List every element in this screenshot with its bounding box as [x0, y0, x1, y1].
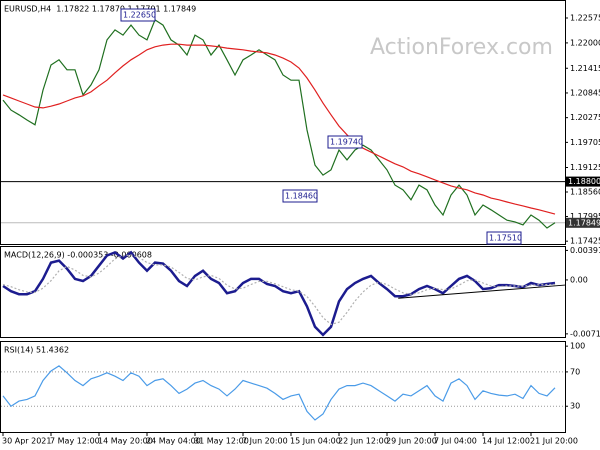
macd-pane — [0, 246, 566, 338]
x-tick-label: 24 May 04:00 — [146, 437, 201, 446]
y-tick-label: 30 — [570, 402, 580, 411]
x-tick-label: 7 May 12:00 — [50, 437, 100, 446]
trendline — [398, 284, 566, 299]
y-tick-label: 1.19705 — [570, 138, 600, 147]
y-tick-label: 0.00 — [570, 275, 588, 284]
y-tick-label: 1.19125 — [570, 163, 600, 172]
y-tick-label: 1.17425 — [570, 237, 600, 246]
watermark: ActionForex.com — [370, 35, 553, 60]
x-tick-label: 22 Jun 12:00 — [338, 437, 389, 446]
y-tick-label: 1.20845 — [570, 88, 600, 97]
y-tick-label: 100 — [570, 342, 585, 351]
y-tick-label: 1.20275 — [570, 113, 600, 122]
price-label-box — [566, 176, 600, 187]
x-tick-label: 30 Apr 2021 — [2, 437, 51, 446]
x-tick-label: 15 Jun 04:00 — [290, 437, 341, 446]
y-tick-label: 1.22575 — [570, 13, 600, 22]
y-tick-label: -0.007152 — [570, 329, 600, 338]
price-label: 1.17849 — [568, 218, 600, 227]
series-line — [2, 43, 556, 215]
pane-title: EURUSD,H4 1.17822 1.17870 1.17791 1.1784… — [4, 5, 196, 14]
price-pane — [0, 0, 566, 245]
annotation: 1.17510 — [489, 234, 522, 243]
y-tick-label: 1.17995 — [570, 212, 600, 221]
series-line — [2, 365, 556, 421]
annotation: 1.22650 — [123, 11, 156, 20]
x-tick-label: 31 May 12:00 — [194, 437, 249, 446]
rsi-pane — [0, 341, 566, 433]
y-tick-label: 70 — [570, 367, 580, 376]
pane-title: RSI(14) 51.4362 — [4, 346, 69, 355]
annotation-box — [327, 135, 363, 149]
price-label-box — [566, 217, 600, 228]
y-tick-label: 0.003917 — [570, 246, 600, 255]
y-tick-label: 1.22000 — [570, 38, 600, 47]
x-tick-label: 14 Jul 12:00 — [482, 437, 530, 446]
x-tick-label: 29 Jun 20:00 — [386, 437, 437, 446]
annotation-box — [282, 189, 318, 203]
annotation-box — [486, 231, 522, 245]
series-line — [2, 250, 556, 337]
x-tick-label: 7 Jun 20:00 — [242, 437, 288, 446]
x-tick-label: 7 Jul 04:00 — [434, 437, 477, 446]
x-tick-label: 21 Jul 20:00 — [530, 437, 578, 446]
series-line — [2, 254, 555, 326]
annotation: 1.19740 — [330, 138, 363, 147]
annotation-box — [120, 8, 156, 22]
pane-title: MACD(12,26,9) -0.000353 -0.000608 — [4, 251, 152, 260]
y-tick-label: 1.18560 — [570, 187, 600, 196]
series-line — [2, 18, 556, 229]
x-tick-label: 14 May 20:00 — [98, 437, 153, 446]
annotation: 1.18460 — [285, 192, 318, 201]
y-tick-label: 1.21415 — [570, 64, 600, 73]
price-label: 1.18800 — [568, 177, 600, 186]
